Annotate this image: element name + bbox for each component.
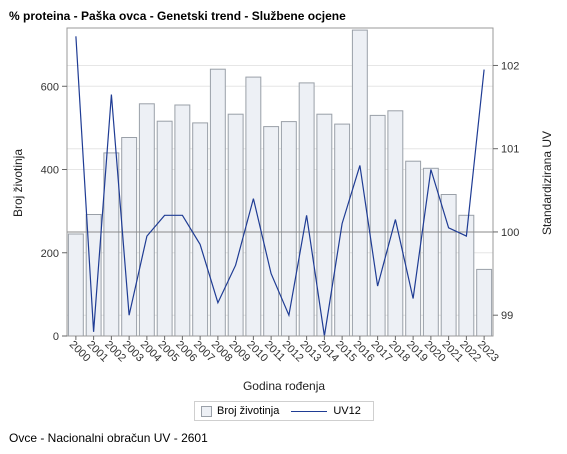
bar-2003	[121, 137, 138, 337]
bar-2009	[227, 113, 244, 337]
plot-frame	[66, 27, 494, 337]
bar-2008	[209, 68, 226, 337]
bar-2013	[298, 82, 315, 337]
y-tick-label-400: 400	[41, 165, 59, 177]
bar-2019	[405, 160, 422, 337]
bar-2021	[440, 194, 457, 337]
bar-2018	[387, 110, 404, 337]
line-uv12	[75, 36, 485, 337]
bar-2002	[103, 152, 120, 337]
chart-title: % proteina - Paška ovca - Genetski trend…	[9, 9, 346, 23]
legend-bar-swatch	[201, 405, 212, 417]
bar-2017	[369, 114, 386, 337]
bar-2000	[67, 233, 84, 337]
footnote: Ovce - Nacionalni obračun UV - 2601	[9, 431, 208, 445]
y-axis-title: Broj životinja	[11, 149, 25, 217]
bar-2001	[85, 214, 102, 337]
bar-2020	[422, 167, 439, 337]
bar-2023	[476, 268, 493, 337]
legend: Broj životinja UV12	[194, 401, 374, 421]
bar-2004	[138, 103, 155, 337]
x-axis-title: Godina rođenja	[243, 379, 325, 393]
y2-tick-label-99: 99	[501, 310, 513, 322]
y2-tick-label-101: 101	[501, 144, 519, 156]
bars-layer	[67, 29, 493, 337]
line-layer	[75, 36, 485, 337]
legend-label-line: UV12	[333, 405, 361, 417]
y2-axis-title: Standardizirana UV	[540, 131, 554, 235]
bar-2015	[334, 123, 351, 337]
y-tick-label-600: 600	[41, 81, 59, 93]
bar-2011	[263, 126, 280, 337]
bar-2006	[174, 104, 191, 337]
legend-line-swatch	[291, 410, 328, 412]
legend-label-bars: Broj životinja	[217, 405, 280, 417]
bar-2010	[245, 76, 262, 337]
y-tick-label-0: 0	[53, 331, 59, 343]
y2-tick-label-100: 100	[501, 227, 519, 239]
y2-tick-label-102: 102	[501, 60, 519, 72]
axes-layer	[66, 27, 494, 337]
bar-2005	[156, 120, 173, 337]
legend-item-line: UV12	[279, 405, 361, 417]
y-tick-label-200: 200	[41, 248, 59, 260]
legend-item-bars: Broj životinja	[195, 405, 279, 417]
bar-2007	[192, 122, 209, 337]
